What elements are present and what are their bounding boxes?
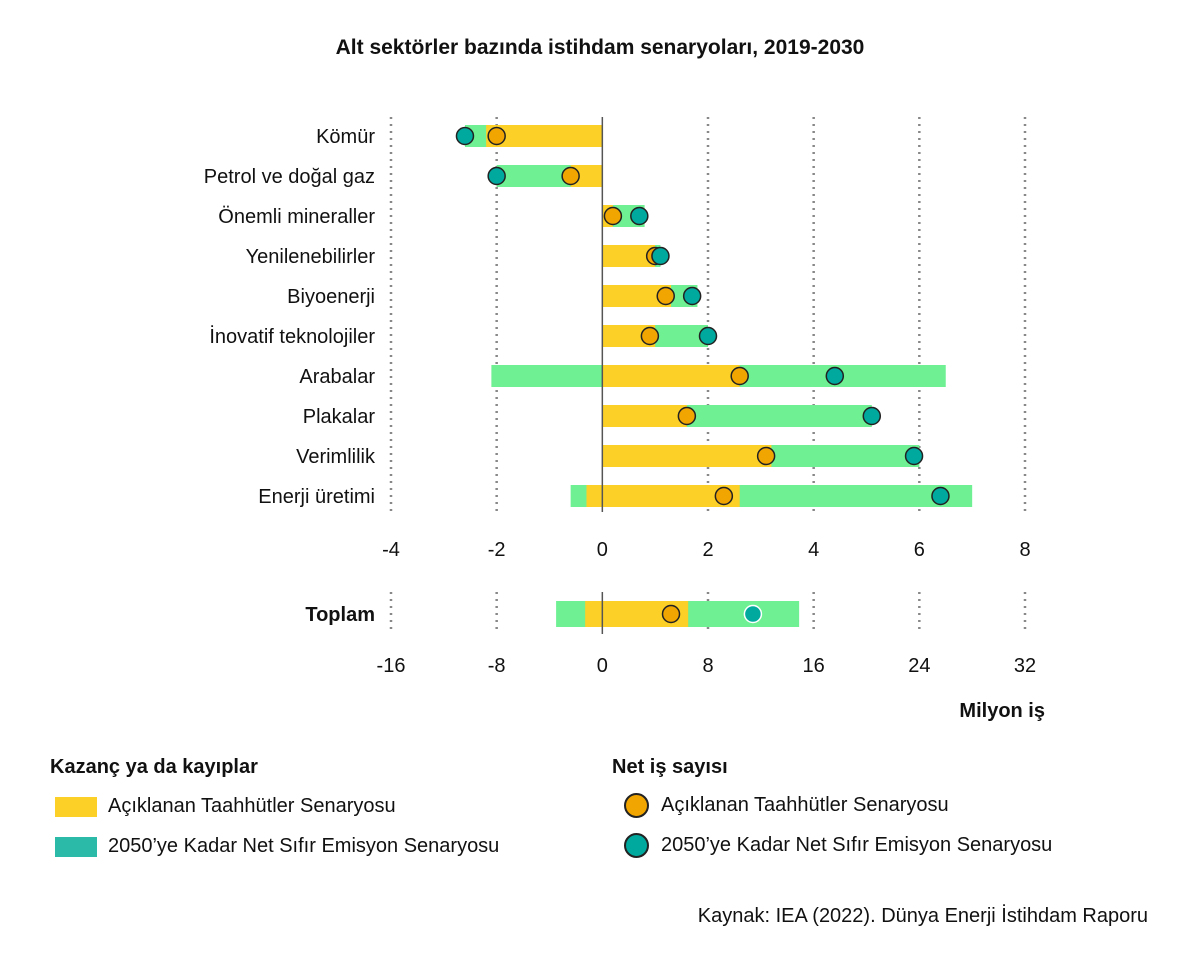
net-marker-apt	[561, 166, 580, 186]
bar-apt	[602, 445, 772, 467]
net-marker-apt	[756, 446, 776, 466]
legend-dot-nze	[624, 833, 649, 858]
category-label: Biyoenerji	[287, 286, 375, 308]
net-marker-nze	[743, 604, 763, 624]
x-tick-label: -16	[377, 655, 406, 677]
category-label: Toplam	[305, 604, 375, 626]
net-marker-apt	[487, 126, 506, 146]
legend-net-title: Net iş sayısı	[612, 756, 728, 778]
unit-label: Milyon iş	[959, 700, 1045, 722]
legend-swatch-nze	[55, 836, 97, 857]
net-marker-nze	[904, 446, 924, 466]
net-marker-apt	[656, 286, 675, 306]
bar-apt	[602, 285, 672, 307]
legend-label-nze-bar: 2050’ye Kadar Net Sıfır Emisyon Senaryos…	[108, 835, 500, 857]
legend-item-apt-bar: Açıklanan Taahhütler Senaryosu	[55, 795, 396, 818]
legend-label-apt-dot: Açıklanan Taahhütler Senaryosu	[661, 794, 949, 816]
x-tick-label: 2	[702, 539, 713, 561]
net-marker-nze	[487, 166, 506, 186]
category-label: Enerji üretimi	[258, 486, 375, 508]
bar-apt	[570, 165, 603, 187]
x-tick-label: 0	[597, 655, 608, 677]
bar-apt	[602, 325, 656, 347]
x-tick-label: -8	[488, 655, 506, 677]
category-label: Plakalar	[303, 406, 376, 428]
category-label: Önemli mineraller	[218, 206, 375, 228]
net-marker-apt	[677, 406, 697, 426]
x-tick-label: -4	[382, 539, 400, 561]
category-label: Petrol ve doğal gaz	[204, 166, 375, 188]
net-marker-nze	[455, 126, 475, 146]
net-marker-apt	[714, 486, 734, 506]
x-tick-label: 32	[1014, 655, 1036, 677]
category-label: Verimlilik	[296, 446, 376, 468]
bar-apt	[602, 405, 687, 427]
bar-apt	[486, 125, 603, 147]
legend-swatch-apt	[55, 796, 97, 817]
bar-apt	[586, 485, 740, 507]
category-label: Yenilenebilirler	[246, 246, 376, 268]
net-marker-apt	[603, 206, 623, 226]
x-tick-label: -2	[488, 539, 506, 561]
category-label: Kömür	[316, 126, 375, 148]
category-label: Arabalar	[299, 366, 375, 388]
x-tick-label: 6	[914, 539, 925, 561]
legend-gains-title: Kazanç ya da kayıplar	[50, 756, 258, 778]
bar-apt	[602, 245, 656, 267]
net-marker-apt	[640, 326, 660, 346]
x-tick-label: 8	[1019, 539, 1030, 561]
x-tick-label: 8	[702, 655, 713, 677]
legend-label-nze-dot: 2050’ye Kadar Net Sıfır Emisyon Senaryos…	[661, 834, 1053, 856]
net-marker-nze	[698, 326, 718, 346]
source-note: Kaynak: IEA (2022). Dünya Enerji İstihda…	[697, 905, 1148, 927]
net-marker-nze	[630, 206, 649, 226]
net-marker-nze	[682, 286, 702, 306]
net-marker-nze	[825, 366, 845, 386]
net-marker-nze	[931, 486, 950, 506]
x-tick-label: 0	[597, 539, 608, 561]
legend-item-apt-dot: Açıklanan Taahhütler Senaryosu	[624, 793, 949, 818]
category-label: İnovatif teknolojiler	[209, 325, 375, 348]
net-marker-nze	[862, 406, 882, 426]
bar-apt	[602, 365, 740, 387]
x-tick-label: 24	[908, 655, 930, 677]
legend-item-nze-dot: 2050’ye Kadar Net Sıfır Emisyon Senaryos…	[624, 833, 1052, 858]
legend-item-nze-bar: 2050’ye Kadar Net Sıfır Emisyon Senaryos…	[55, 835, 499, 858]
net-marker-apt	[661, 604, 681, 624]
net-marker-nze	[651, 246, 670, 266]
legend-dot-apt	[624, 793, 649, 818]
legend-label-apt-bar: Açıklanan Taahhütler Senaryosu	[108, 795, 396, 817]
chart-title: Alt sektörler bazında istihdam senaryola…	[335, 36, 865, 59]
x-tick-label: 4	[808, 539, 819, 561]
net-marker-apt	[730, 366, 749, 386]
x-tick-label: 16	[803, 655, 825, 677]
